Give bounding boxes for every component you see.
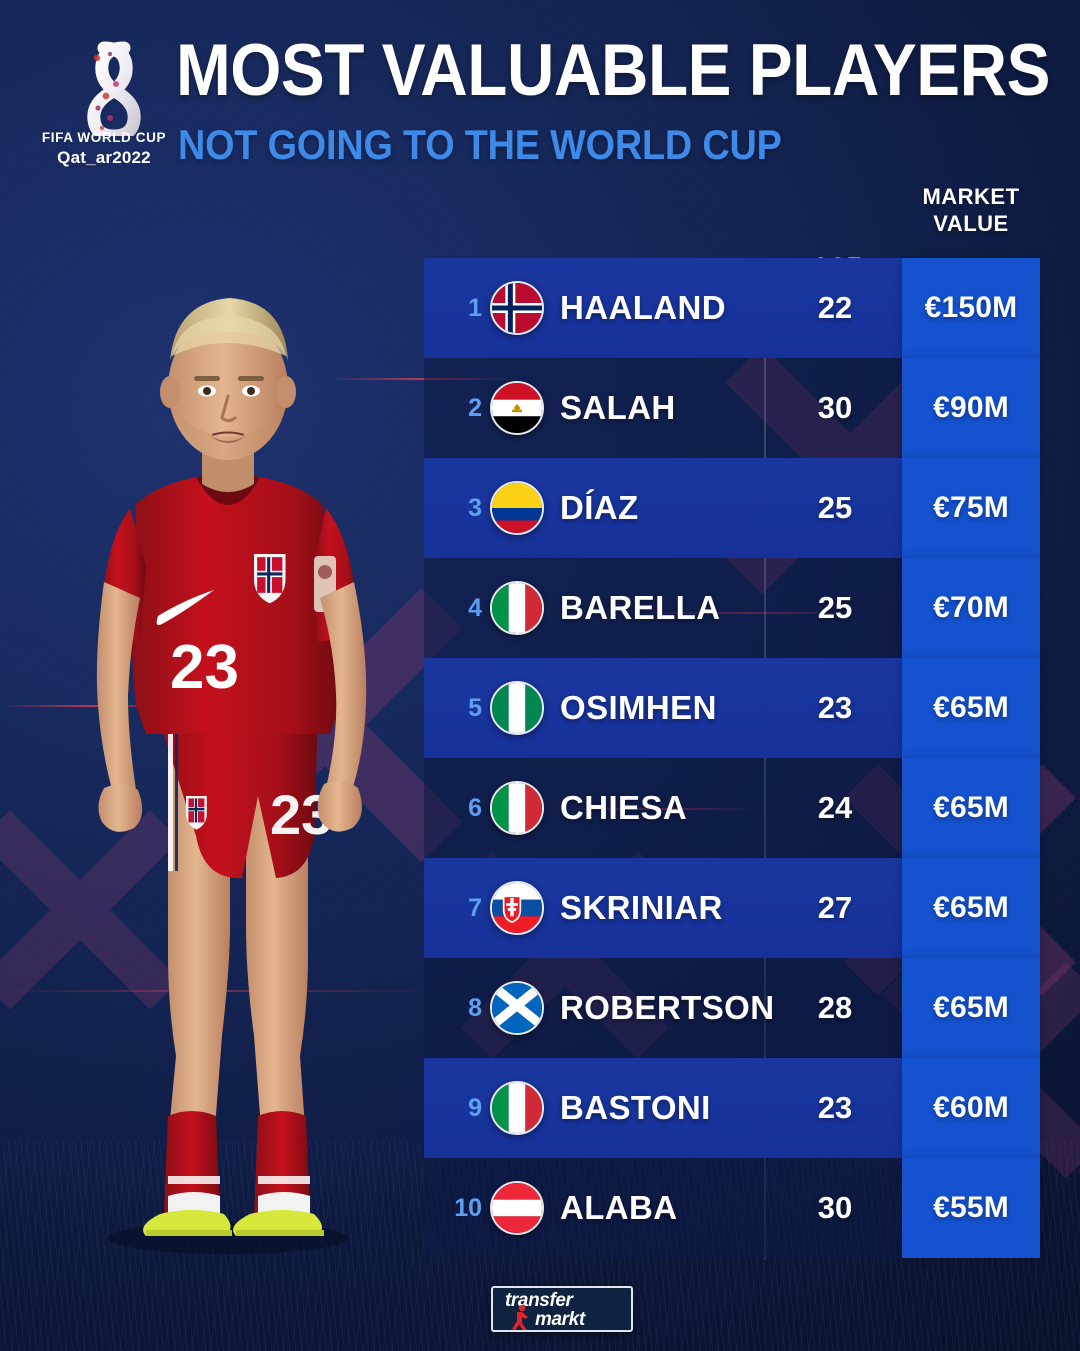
table-row[interactable]: 3 DÍAZ 25 €75M	[424, 458, 1040, 558]
row-market-value: €65M	[933, 691, 1009, 724]
player-photo-haaland: 23 23	[18, 236, 438, 1256]
row-player-name: DÍAZ	[560, 489, 639, 526]
row-rank: 4	[468, 593, 482, 622]
row-rank: 3	[468, 493, 482, 522]
flag-icon-sc	[490, 981, 544, 1035]
column-header-market-value: MARKET VALUE	[900, 184, 1042, 238]
row-age: 30	[817, 1190, 853, 1225]
row-player-name: ALABA	[560, 1189, 678, 1226]
row-market-value-cell: €65M	[902, 858, 1040, 958]
row-market-value: €55M	[933, 1191, 1009, 1224]
row-market-value: €150M	[924, 291, 1018, 324]
row-market-value: €65M	[933, 791, 1009, 824]
row-player-name: OSIMHEN	[560, 689, 717, 726]
row-player-name: SKRINIAR	[560, 889, 723, 926]
row-age: 22	[817, 290, 853, 325]
table-row[interactable]: 7 SKRINIAR 27 €65M	[424, 858, 1040, 958]
table-row[interactable]: 1 HAALAND 22 €150M	[424, 258, 1040, 358]
page-title: MOST VALUABLE PLAYERS	[176, 30, 1050, 111]
row-age: 23	[817, 1090, 853, 1125]
row-rank: 7	[468, 893, 482, 922]
row-market-value-cell: €65M	[902, 658, 1040, 758]
row-market-value: €65M	[933, 991, 1009, 1024]
row-market-value: €65M	[933, 891, 1009, 924]
row-market-value-cell: €55M	[902, 1158, 1040, 1258]
flag-icon-sk	[490, 881, 544, 935]
table-row[interactable]: 6 CHIESA 24 €65M	[424, 758, 1040, 858]
fifa-logo-text: FIFA WORLD CUP	[41, 130, 167, 145]
row-age: 30	[817, 390, 853, 425]
flag-icon-eg	[490, 381, 544, 435]
row-age: 25	[817, 590, 853, 625]
row-rank: 10	[454, 1193, 482, 1222]
row-market-value-cell: €75M	[902, 458, 1040, 558]
row-market-value: €75M	[933, 491, 1009, 524]
row-market-value-cell: €150M	[902, 258, 1040, 358]
row-player-name: SALAH	[560, 389, 676, 426]
table-row[interactable]: 9 BASTONI 23 €60M	[424, 1058, 1040, 1158]
column-header-market-value-line1: MARKET	[922, 184, 1020, 209]
row-rank: 6	[468, 793, 482, 822]
table-row[interactable]: 2 SALAH 30 €90M	[424, 358, 1040, 458]
row-market-value: €60M	[933, 1091, 1009, 1124]
flag-icon-it	[490, 1081, 544, 1135]
row-age: 25	[817, 490, 853, 525]
row-market-value-cell: €90M	[902, 358, 1040, 458]
column-header-market-value-line2: VALUE	[933, 210, 1009, 236]
flag-icon-it	[490, 581, 544, 635]
row-market-value: €70M	[933, 591, 1009, 624]
table-row[interactable]: 10 ALABA 30 €55M	[424, 1158, 1040, 1258]
row-player-name: HAALAND	[560, 289, 726, 326]
header: FIFA WORLD CUP Qat_ar2022 MOST VALUABLE …	[0, 0, 1080, 190]
flag-icon-co	[490, 481, 544, 535]
transfermarkt-logo: transfer markt	[491, 1286, 633, 1332]
fifa-world-cup-logo-icon: FIFA WORLD CUP Qat_ar2022	[34, 38, 174, 170]
row-rank: 9	[468, 1093, 482, 1122]
row-market-value-cell: €65M	[902, 758, 1040, 858]
row-player-name: CHIESA	[560, 789, 688, 826]
qatar-2022-text: Qat_ar2022	[57, 148, 151, 167]
row-market-value-cell: €70M	[902, 558, 1040, 658]
player-ranking-table: 1 HAALAND 22 €150M 2 SALAH 30 €90M 3 DÍAZ 25 €75M 4 B…	[424, 258, 1040, 1258]
row-rank: 5	[468, 693, 482, 722]
footer-player-figure-icon	[512, 1304, 528, 1330]
row-rank: 2	[468, 393, 482, 422]
svg-text:23: 23	[170, 633, 239, 702]
row-age: 27	[817, 890, 853, 925]
row-player-name: BARELLA	[560, 589, 721, 626]
row-player-name: ROBERTSON	[560, 989, 775, 1026]
row-age: 24	[817, 790, 853, 825]
flag-icon-it	[490, 781, 544, 835]
flag-icon-no	[490, 281, 544, 335]
flag-icon-at	[490, 1181, 544, 1235]
row-market-value-cell: €65M	[902, 958, 1040, 1058]
table-row[interactable]: 5 OSIMHEN 23 €65M	[424, 658, 1040, 758]
flag-icon-ng	[490, 681, 544, 735]
row-rank: 1	[468, 293, 482, 322]
transfermarkt-logo-line2: markt	[535, 1309, 585, 1330]
table-row[interactable]: 8 ROBERTSON 28 €65M	[424, 958, 1040, 1058]
row-rank: 8	[468, 993, 482, 1022]
row-player-name: BASTONI	[560, 1089, 711, 1126]
row-market-value: €90M	[933, 391, 1009, 424]
page-subtitle: NOT GOING TO THE WORLD CUP	[178, 121, 782, 168]
row-market-value-cell: €60M	[902, 1058, 1040, 1158]
table-row[interactable]: 4 BARELLA 25 €70M	[424, 558, 1040, 658]
row-age: 23	[817, 690, 853, 725]
row-age: 28	[817, 990, 853, 1025]
